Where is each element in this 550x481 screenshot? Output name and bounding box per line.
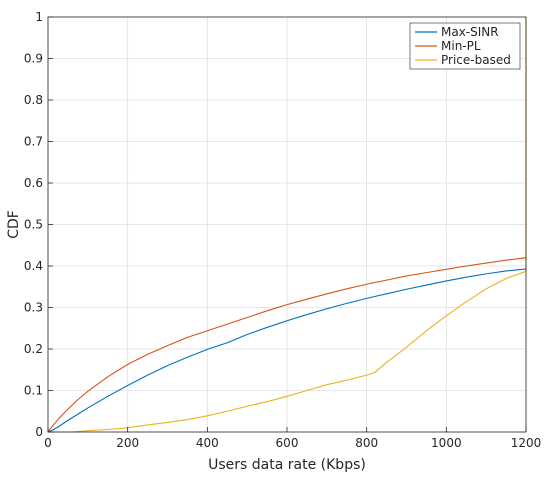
x-tick-label: 600 <box>276 436 299 450</box>
y-tick-label: 1 <box>35 10 43 24</box>
y-tick-label: 0.4 <box>24 259 43 273</box>
y-tick-label: 0.7 <box>24 135 43 149</box>
x-tick-label: 200 <box>116 436 139 450</box>
y-tick-label: 0.1 <box>24 384 43 398</box>
x-tick-label: 800 <box>355 436 378 450</box>
x-axis-label: Users data rate (Kbps) <box>208 457 366 473</box>
series-line-min-pl <box>47 257 527 433</box>
y-tick-label: 0.9 <box>24 52 43 66</box>
y-tick-label: 0.8 <box>24 93 43 107</box>
y-axis-label: CDF <box>6 210 22 239</box>
legend-label: Price-based <box>441 53 511 67</box>
y-tick-label: 0.5 <box>24 218 43 232</box>
y-tick-label: 0 <box>35 425 43 439</box>
ticks: 0 200 400 600 800 1000 1200 0 0.1 0.2 0.3 0.4 0.5 0.6… <box>24 10 541 450</box>
series-line-max-sinr <box>47 268 527 433</box>
legend-label: Max-SINR <box>441 25 499 39</box>
x-tick-label: 0 <box>44 436 52 450</box>
y-tick-label: 0.3 <box>24 301 43 315</box>
x-tick-label: 1000 <box>431 436 462 450</box>
x-tick-label: 400 <box>196 436 219 450</box>
y-tick-label: 0.2 <box>24 342 43 356</box>
series-line-price-based <box>48 17 527 433</box>
legend-label: Min-PL <box>441 39 481 53</box>
plot-series <box>47 17 527 433</box>
y-tick-label: 0.6 <box>24 176 43 190</box>
x-tick-label: 1200 <box>511 436 542 450</box>
